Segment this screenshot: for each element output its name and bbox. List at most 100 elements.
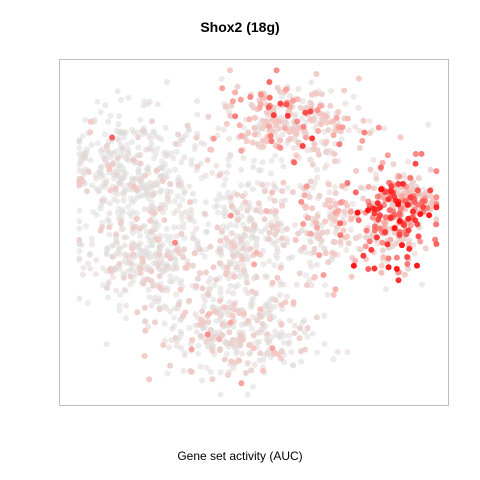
data-point (344, 349, 351, 356)
data-point (187, 199, 193, 206)
data-point (282, 299, 289, 306)
data-point (298, 198, 305, 205)
data-point (211, 308, 218, 315)
data-point (174, 246, 181, 253)
data-point (280, 179, 287, 186)
data-point (337, 238, 344, 245)
data-point (209, 347, 216, 354)
data-point (304, 334, 311, 340)
data-point (337, 199, 344, 206)
data-point (322, 282, 329, 289)
data-point (174, 265, 180, 272)
data-point (263, 336, 270, 343)
data-point (207, 243, 214, 250)
data-point (248, 216, 255, 223)
data-point (365, 207, 372, 214)
data-point (172, 335, 179, 341)
data-point (82, 116, 89, 123)
data-point (218, 194, 225, 201)
data-point (180, 368, 187, 374)
data-point (169, 278, 176, 285)
data-point (272, 152, 279, 159)
data-point (306, 277, 313, 284)
data-point (279, 235, 286, 242)
data-point (167, 181, 174, 188)
data-point (356, 145, 363, 151)
data-point (217, 369, 224, 376)
data-point (363, 227, 370, 234)
data-point (151, 252, 158, 259)
data-point (234, 209, 241, 216)
data-point (135, 144, 142, 151)
data-point (146, 376, 153, 383)
data-point (291, 322, 298, 329)
data-point (156, 243, 163, 250)
data-point (360, 252, 367, 259)
data-point (226, 329, 233, 336)
data-point (87, 129, 94, 136)
data-point (331, 158, 338, 165)
data-point (216, 260, 223, 267)
data-point (375, 216, 382, 223)
data-point (131, 183, 138, 190)
data-point (156, 251, 163, 258)
data-point (208, 146, 215, 153)
data-point (330, 356, 337, 363)
data-point (405, 215, 412, 222)
data-point (366, 118, 373, 125)
data-point (282, 86, 289, 93)
data-point (227, 282, 234, 289)
data-point (417, 211, 424, 218)
data-point (229, 312, 236, 319)
data-point (188, 156, 195, 163)
data-point (167, 255, 174, 262)
data-point (407, 222, 414, 229)
data-point (273, 245, 280, 252)
data-point (89, 241, 95, 248)
data-point (97, 109, 104, 115)
data-point (355, 217, 362, 224)
data-point (176, 202, 183, 209)
data-point (94, 98, 101, 105)
data-point (387, 236, 394, 243)
data-point (348, 215, 355, 222)
data-point (173, 291, 180, 298)
data-point (103, 177, 110, 184)
data-point (395, 277, 402, 284)
data-point (188, 368, 195, 375)
data-point (204, 157, 211, 164)
data-point (232, 284, 239, 291)
data-point (325, 259, 332, 266)
data-point (152, 319, 158, 326)
data-point (361, 129, 368, 136)
data-point (117, 291, 124, 298)
data-point (211, 204, 218, 211)
data-point (308, 91, 315, 98)
data-point (356, 127, 363, 134)
data-point (103, 249, 110, 256)
data-point (175, 193, 181, 200)
data-point (178, 230, 185, 237)
data-point (125, 203, 132, 210)
data-point (205, 221, 212, 228)
data-point (345, 240, 352, 247)
data-point (81, 155, 88, 162)
data-point (269, 189, 276, 196)
data-point (137, 160, 144, 167)
data-point (162, 124, 169, 131)
data-point (184, 122, 191, 129)
data-point (248, 367, 255, 374)
data-point (366, 238, 373, 245)
data-point (162, 204, 169, 211)
data-point (197, 270, 204, 277)
data-point (103, 341, 110, 348)
data-point (264, 349, 271, 356)
data-point (292, 236, 299, 243)
data-point (314, 349, 321, 356)
data-point (321, 312, 328, 319)
data-point (345, 115, 351, 122)
data-point (203, 199, 209, 206)
data-point (244, 182, 251, 188)
data-point (99, 197, 106, 204)
data-point (189, 337, 196, 343)
